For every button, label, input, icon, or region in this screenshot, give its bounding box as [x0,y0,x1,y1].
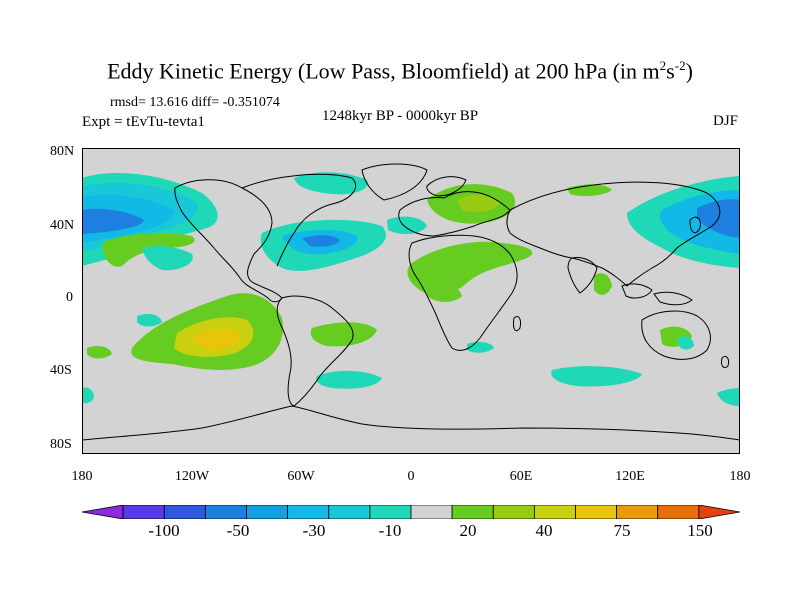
colorbar-label: 150 [687,521,713,540]
contour-green-9 [87,346,112,359]
colorbar-label: 75 [613,521,631,540]
colorbar-segment [369,504,412,520]
contour-green-10 [310,322,377,347]
x-tick-label: 60E [509,469,533,484]
contour-green-6 [427,277,462,302]
y-tick-label: 80S [50,437,72,452]
colorbar-segment [328,504,371,520]
plot-title: Eddy Kinetic Energy (Low Pass, Bloomfiel… [107,58,693,84]
contour-fields [82,172,740,406]
colorbar-segment [492,504,535,520]
colorbar-segment [81,504,124,520]
contour-orange [193,328,241,350]
contour-cyan-6 [387,216,427,235]
contour-cyan-10 [551,366,642,387]
colorbar-label: -10 [378,521,402,540]
colorbar-svg [81,504,741,520]
y-tick-label: 40N [50,218,75,233]
time-period-label: 1248kyr BP - 0000kyr BP [322,108,479,124]
contour-cyan-8 [137,314,162,327]
colorbar-segment [451,504,494,520]
colorbar-label: -30 [302,521,326,540]
x-tick-label: 120E [615,469,645,484]
colorbar-segment [616,504,659,520]
colorbar-label: -100 [148,521,180,540]
contour-cyan-12 [678,336,694,350]
map-frame [82,148,740,454]
colorbar [81,504,741,524]
x-tick-label: 0 [407,469,415,484]
colorbar-label: 20 [459,521,477,540]
x-tick-label: 180 [71,469,93,484]
experiment-label: Expt = tEvTu-tevta1 [82,114,205,130]
y-tick-label: 80N [50,144,75,159]
world-map-plot [82,148,740,454]
x-tick-label: 60W [287,469,315,484]
contour-cyan-13 [717,388,740,406]
colorbar-segment [287,504,330,520]
contour-blue-4 [302,235,340,247]
colorbar-segment [163,504,206,520]
y-tick-label: 0 [66,290,73,305]
contour-cyan-3 [142,246,193,271]
colorbar-segment [122,504,165,520]
x-tick-label: 180 [729,469,751,484]
colorbar-label: 40 [535,521,553,540]
colorbar-segment [204,504,247,520]
y-tick-label: 40S [50,363,72,378]
colorbar-segment [246,504,289,520]
rmsd-diff-stats: rmsd= 13.616 diff= -0.351074 [110,95,280,110]
colorbar-label: -50 [226,521,250,540]
colorbar-segment [575,504,618,520]
contour-blue-2 [82,208,144,234]
colorbar-segment [533,504,576,520]
contour-green-7 [594,273,612,295]
coastlines [82,163,740,441]
colorbar-segment [657,504,700,520]
x-tick-label: 120W [174,469,210,484]
contour-cyan-9 [316,370,382,389]
season-label: DJF [712,113,738,129]
contour-cyan-14 [82,387,94,404]
colorbar-segment [410,504,453,520]
colorbar-segment [698,504,741,520]
contour-green-3 [457,194,500,212]
